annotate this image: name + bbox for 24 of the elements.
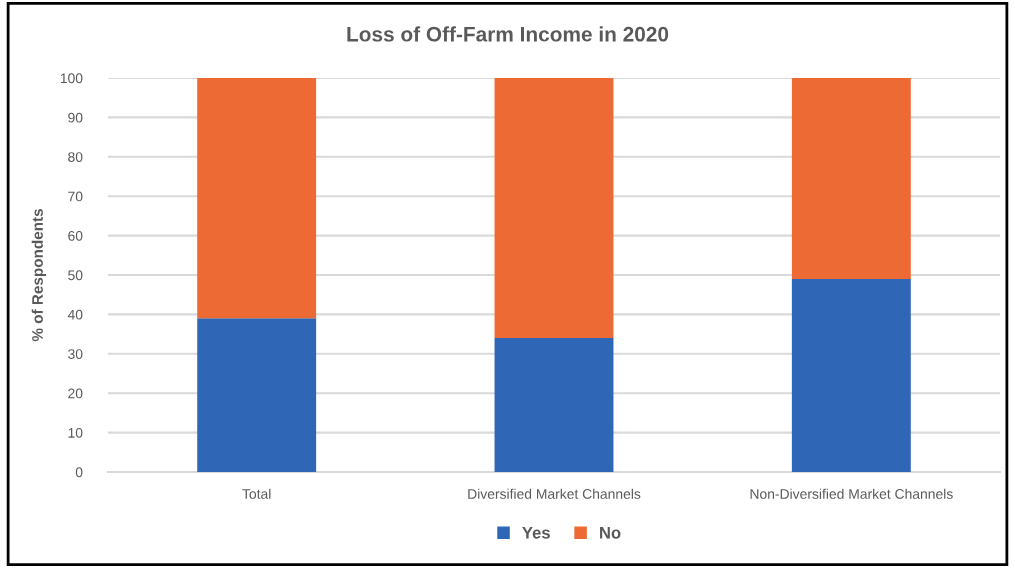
y-tick-label: 50: [68, 270, 83, 281]
y-tick-label: 80: [68, 152, 83, 162]
legend-label: Yes: [522, 527, 550, 539]
y-tick-label: 70: [68, 191, 83, 202]
y-tick-label: 10: [68, 427, 83, 438]
y-tick-label: 0: [75, 467, 83, 478]
bar: [494, 338, 614, 472]
legend-label: No: [600, 527, 621, 539]
y-axis-title: % of Respondents: [31, 208, 46, 342]
x-tick-label: Total: [242, 488, 271, 499]
y-tick-label: 40: [67, 309, 83, 320]
chart-title: Loss of Off-Farm Income in 2020: [347, 26, 669, 42]
bar: [494, 78, 614, 339]
y-tick-label: 60: [68, 230, 83, 241]
y-tick-label: 20: [68, 388, 83, 399]
y-tick-label: 30: [68, 349, 83, 359]
y-tick-label: 90: [68, 112, 83, 123]
x-tick-label: Diversified Market Channels: [468, 488, 641, 499]
bar: [197, 318, 317, 472]
bar: [791, 78, 911, 279]
bar: [197, 78, 317, 319]
y-tick-label: 100: [60, 73, 83, 84]
x-tick-label: Non-Diversified Market Channels: [750, 488, 953, 499]
bar: [791, 278, 911, 472]
